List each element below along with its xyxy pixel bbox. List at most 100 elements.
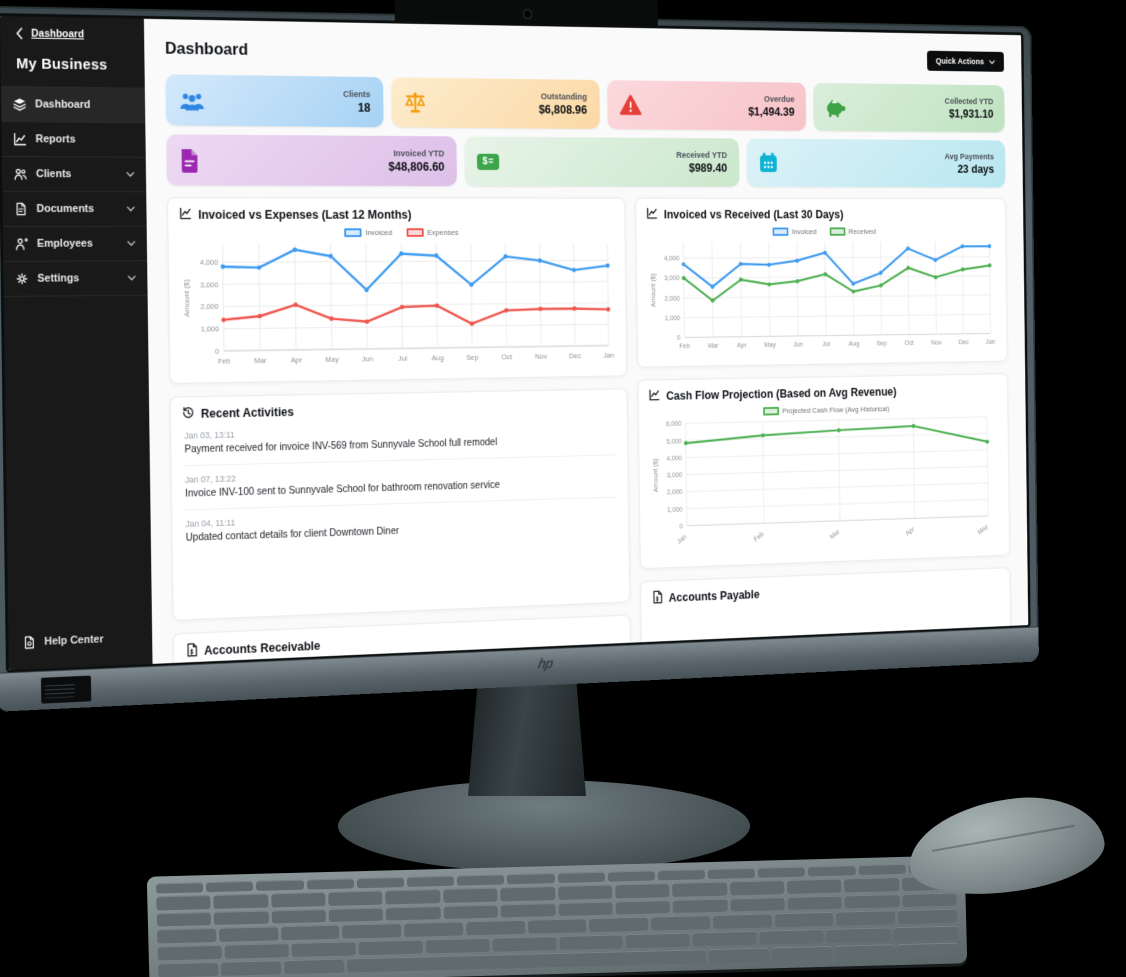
keyboard-key — [214, 910, 269, 926]
svg-text:Nov: Nov — [931, 339, 942, 347]
keyboard-key — [206, 880, 254, 892]
svg-text:Jun: Jun — [793, 341, 803, 349]
legend-label: Received — [848, 227, 876, 236]
stat-card-value: $1,494.39 — [748, 105, 795, 119]
keyboard-key — [858, 863, 906, 875]
keyboard-key — [356, 876, 405, 888]
sidebar-item-reports[interactable]: Reports — [1, 122, 146, 158]
stat-card-label: Overdue — [763, 94, 795, 104]
keyboard-key — [404, 921, 464, 938]
stat-card-value: $1,931.10 — [948, 107, 994, 121]
sidebar-item-clients[interactable]: Clients — [1, 157, 147, 193]
money-check-glyph: $= — [477, 153, 500, 170]
keyboard-key — [759, 929, 824, 945]
sidebar-item-dashboard[interactable]: Dashboard — [0, 87, 146, 124]
help-doc-icon — [22, 635, 36, 650]
stat-cards: Clients 18 Outstanding $6,808.96 — [165, 74, 1006, 188]
keyboard-key — [893, 925, 958, 942]
breadcrumb[interactable]: Dashboard — [0, 16, 144, 45]
svg-text:Sep: Sep — [877, 340, 888, 348]
monitor-sticker — [40, 675, 92, 704]
chart-icon — [13, 132, 27, 146]
keyboard-key — [808, 865, 856, 877]
keyboard-key — [772, 945, 833, 962]
stat-card-clients: Clients 18 — [165, 74, 384, 128]
stat-card-avg-payments: Avg Payments 23 days — [746, 138, 1006, 188]
svg-text:6,000: 6,000 — [666, 420, 682, 428]
line-chart: 0 1,000 2,000 3,000 4,000 5,000 6,000 Jan Feb Mar… — [649, 410, 999, 559]
sidebar-item-help-center[interactable]: Help Center — [8, 621, 152, 661]
stat-card-value: $989.40 — [688, 161, 728, 175]
keyboard-key — [607, 870, 655, 882]
keyboard-key — [898, 908, 958, 925]
keyboard-key — [774, 912, 834, 928]
svg-text:0: 0 — [679, 522, 683, 530]
keyboard-key — [158, 962, 219, 977]
keyboard-key — [386, 905, 441, 921]
keyboard-key — [492, 936, 557, 952]
stat-card-received-ytd: $= Received YTD $989.40 — [464, 136, 740, 187]
sidebar-item-label: Documents — [36, 203, 95, 215]
keyboard-key — [730, 896, 785, 912]
keyboard-key — [425, 938, 490, 954]
keyboard-key — [712, 913, 772, 930]
svg-text:Oct: Oct — [905, 340, 914, 348]
svg-text:Aug: Aug — [849, 340, 860, 348]
keyboard-key — [507, 873, 555, 884]
stat-card-value: 18 — [357, 100, 371, 115]
business-name: My Business — [16, 55, 108, 74]
sidebar-item-documents[interactable]: Documents — [2, 192, 147, 227]
recent-activities-panel: Recent Activities Jan 03, 13:11 Payment … — [169, 388, 631, 621]
invoiced-vs-expenses-panel: Invoiced vs Expenses (Last 12 Months) In… — [167, 197, 628, 384]
chart-line-icon — [647, 207, 658, 222]
svg-text:Dec: Dec — [569, 351, 581, 360]
keyboard-key — [385, 888, 441, 905]
keyboard-key — [786, 878, 842, 894]
stat-card-value: $6,808.96 — [538, 102, 588, 117]
chevron-down-icon — [126, 171, 135, 177]
page-title: Dashboard — [164, 38, 249, 59]
stat-card-label: Avg Payments — [944, 151, 995, 162]
svg-text:Dec: Dec — [959, 339, 970, 346]
sidebar-item-employees[interactable]: Employees — [2, 226, 148, 262]
svg-text:Mar: Mar — [254, 356, 267, 365]
keyboard-key — [220, 960, 282, 976]
stat-card-label: Received YTD — [676, 150, 728, 160]
keyboard-key — [224, 943, 289, 959]
keyboard-key — [500, 885, 555, 902]
chevron-down-icon — [989, 59, 995, 64]
sidebar: Dashboard My Business Dashboard — [0, 16, 153, 671]
keyboard-key — [500, 902, 556, 918]
keyboard-key — [271, 908, 327, 924]
panel-title: Invoiced vs Expenses (Last 12 Months) — [198, 208, 412, 222]
keyboard-key — [836, 910, 896, 926]
svg-text:Aug: Aug — [431, 353, 443, 362]
keyboard-key — [218, 926, 278, 943]
sidebar-item-settings[interactable]: Settings — [3, 261, 148, 297]
keyboard-key — [283, 958, 345, 975]
breadcrumb-label: Dashboard — [31, 27, 85, 41]
stat-card-value: $48,806.60 — [388, 159, 445, 174]
keyboard-key — [157, 945, 222, 961]
legend-item: Received — [829, 227, 876, 236]
stat-card-collected-ytd: Collected YTD $1,931.10 — [813, 82, 1005, 133]
svg-text:5,000: 5,000 — [666, 437, 682, 445]
keyboard-key — [692, 931, 758, 947]
monitor-bezel: Dashboard My Business Dashboard — [0, 13, 1031, 674]
svg-text:Amount ($): Amount ($) — [650, 273, 657, 307]
back-chevron-icon — [12, 27, 26, 40]
svg-text:Feb: Feb — [753, 530, 765, 543]
calendar-icon — [758, 152, 778, 174]
person-plus-icon — [15, 237, 29, 251]
keyboard-key — [442, 887, 498, 903]
svg-text:Jul: Jul — [398, 354, 407, 363]
svg-text:May: May — [325, 355, 339, 364]
sidebar-nav: Dashboard Reports Clients — [0, 86, 148, 297]
svg-text:Apr: Apr — [905, 525, 917, 537]
keyboard-key — [557, 884, 613, 900]
stat-card-invoiced-ytd: Invoiced YTD $48,806.60 — [166, 134, 458, 187]
svg-text:0: 0 — [215, 347, 219, 356]
legend-item: Invoiced — [772, 227, 816, 236]
quick-actions-button[interactable]: Quick Actions — [926, 50, 1005, 72]
